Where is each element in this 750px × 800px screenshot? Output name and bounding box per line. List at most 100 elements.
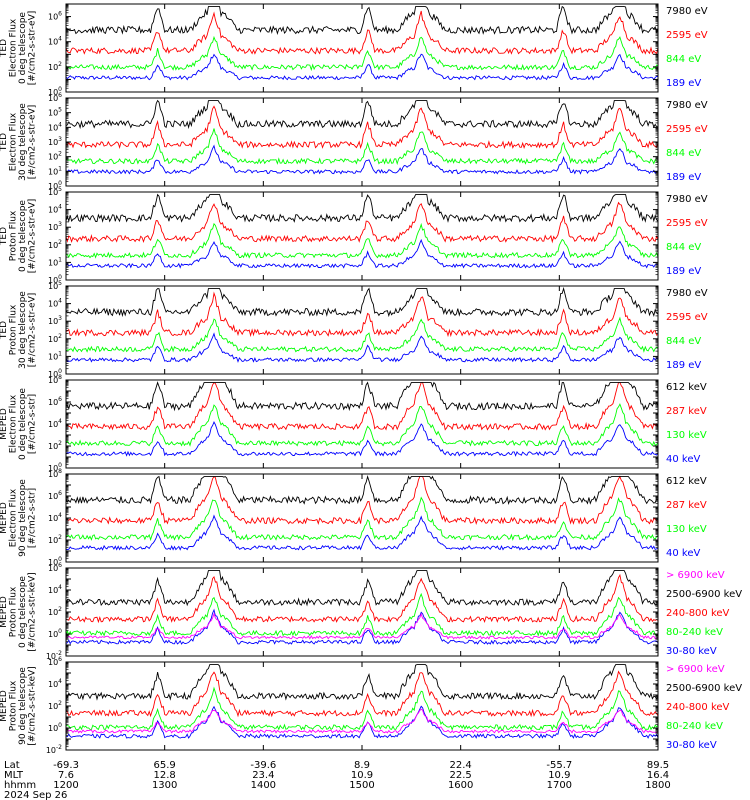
y-tick-label: 102	[48, 61, 62, 72]
series-30-80-kev	[65, 705, 659, 739]
footer-mlt-value: 10.9	[351, 770, 373, 781]
footer-hhmm-value: 1700	[547, 780, 572, 791]
footer-lat-value: -39.6	[250, 760, 276, 771]
series-287-kev	[65, 475, 659, 526]
legend-entry: 7980 eV	[666, 194, 708, 205]
y-tick-label: 103	[48, 315, 62, 326]
y-axis-label-line: [#/cm2-s-str-eV]	[27, 293, 37, 368]
series-2500-6900-kev	[65, 570, 659, 607]
y-axis-label-line: MEPED	[0, 690, 9, 722]
legend-entry: 80-240 keV	[666, 721, 723, 732]
y-tick-label: 106	[48, 11, 62, 22]
y-tick-label: 104	[48, 584, 62, 595]
y-tick-label: 101	[48, 165, 62, 176]
legend-entry: 844 eV	[666, 54, 701, 65]
footer-lat-value: -55.7	[546, 760, 572, 771]
legend-entry: 189 eV	[666, 266, 701, 277]
footer-lat-value: 22.4	[450, 760, 472, 771]
y-axis-label-line: Proton Flux	[8, 680, 18, 731]
y-tick-label: 106	[48, 396, 62, 407]
y-tick-label: 106	[48, 92, 62, 103]
y-tick-label: 10-2	[46, 650, 62, 661]
series-130-kev	[65, 403, 659, 447]
y-axis-label-line: Electron Flux	[8, 488, 18, 547]
series-844-ev	[65, 35, 659, 72]
series-189-ev	[65, 238, 659, 269]
footer-lat-value: 89.5	[647, 760, 669, 771]
y-axis-label-line: Electron Flux	[8, 112, 18, 171]
y-axis-label-line: Proton Flux	[8, 586, 18, 637]
y-tick-label: 100	[48, 722, 62, 733]
panel-2: 100 101 102 103 104 105 106 TED Electron Flux 30 …	[0, 92, 708, 191]
y-axis-label-line: 30 deg telescope	[18, 103, 28, 181]
y-tick-label: 105	[48, 280, 62, 291]
y-tick-label: 102	[48, 700, 62, 711]
legend-entry: 240-800 keV	[666, 608, 730, 619]
footer-hhmm-value: 1200	[53, 780, 78, 791]
footer-mlt-value: 16.4	[647, 770, 669, 781]
legend-entry: 130 keV	[666, 524, 707, 535]
y-tick-label: 100	[48, 462, 62, 473]
footer-row-label: 2024 Sep 26	[4, 790, 67, 800]
y-axis-label-line: MEPED	[0, 596, 9, 628]
series-844-ev	[65, 316, 659, 353]
legend-entry: 189 eV	[666, 360, 701, 371]
footer-lat-value: -69.3	[53, 760, 79, 771]
series-40-kev	[65, 514, 659, 551]
legend-entry: > 6900 keV	[666, 664, 725, 675]
series-240-800-kev	[65, 573, 659, 624]
y-tick-label: 102	[48, 151, 62, 162]
footer-hhmm-value: 1500	[349, 780, 374, 791]
y-axis-label-line: [#/cm2-s-str-eV]	[27, 105, 37, 180]
series-40-kev	[65, 421, 659, 457]
footer-hhmm-value: 1600	[448, 780, 473, 791]
y-axis-label-line: MEPED	[0, 408, 9, 440]
y-tick-label: 100	[48, 368, 62, 379]
y-tick-label: 102	[48, 333, 62, 344]
series--6900-kev	[65, 708, 659, 734]
series-80-240-kev	[65, 686, 659, 731]
y-axis-label-line: 90 deg telescope	[18, 667, 28, 745]
legend-entry: 189 eV	[666, 78, 701, 89]
plot-frame	[65, 567, 659, 657]
y-axis-label-line: 0 deg telescope	[18, 576, 28, 648]
y-axis-label-line: Electron Flux	[8, 394, 18, 453]
legend-entry: 2500-6900 keV	[666, 683, 742, 694]
y-axis-label-line: 30 deg telescope	[18, 291, 28, 369]
y-axis-label-line: [#/cm2-s-str]	[27, 394, 37, 454]
y-axis-label-line: [#/cm2-s-str-keV]	[27, 572, 37, 651]
y-tick-label: 103	[48, 136, 62, 147]
series-844-ev	[65, 128, 659, 166]
y-axis-label-line: 0 deg telescope	[18, 388, 28, 460]
legend-entry: 2595 eV	[666, 30, 708, 41]
series-2595-ev	[65, 105, 659, 150]
y-tick-label: 108	[48, 468, 62, 479]
footer-mlt-value: 7.6	[58, 770, 74, 781]
y-axis-label-line: [#/cm2-s-str]	[27, 488, 37, 548]
series-189-ev	[65, 53, 659, 81]
legend-entry: 612 keV	[666, 476, 707, 487]
y-axis-label-line: MEPED	[0, 502, 9, 534]
legend-entry: 7980 eV	[666, 100, 708, 111]
y-axis-label-line: Proton Flux	[8, 210, 18, 261]
y-tick-label: 101	[48, 350, 62, 361]
y-tick-label: 104	[48, 512, 62, 523]
series-2595-ev	[65, 291, 659, 338]
legend-entry: 189 eV	[666, 172, 701, 183]
y-tick-label: 106	[48, 562, 62, 573]
series-844-ev	[65, 222, 659, 259]
series-240-800-kev	[65, 670, 659, 718]
series-189-ev	[65, 332, 659, 363]
y-tick-label: 10-2	[46, 744, 62, 755]
footer-mlt-value: 10.9	[548, 770, 570, 781]
legend-entry: 844 eV	[666, 242, 701, 253]
y-tick-label: 102	[48, 440, 62, 451]
panel-4: 100 101 102 103 104 105 TED Proton Flux 30 deg t…	[0, 280, 708, 379]
footer-mlt-value: 22.5	[450, 770, 472, 781]
series-7980-ev	[65, 286, 659, 318]
y-tick-label: 103	[48, 221, 62, 232]
y-axis-label-line: 90 deg telescope	[18, 479, 28, 557]
footer-lat-value: 8.9	[354, 760, 370, 771]
series-7980-ev	[65, 193, 659, 223]
